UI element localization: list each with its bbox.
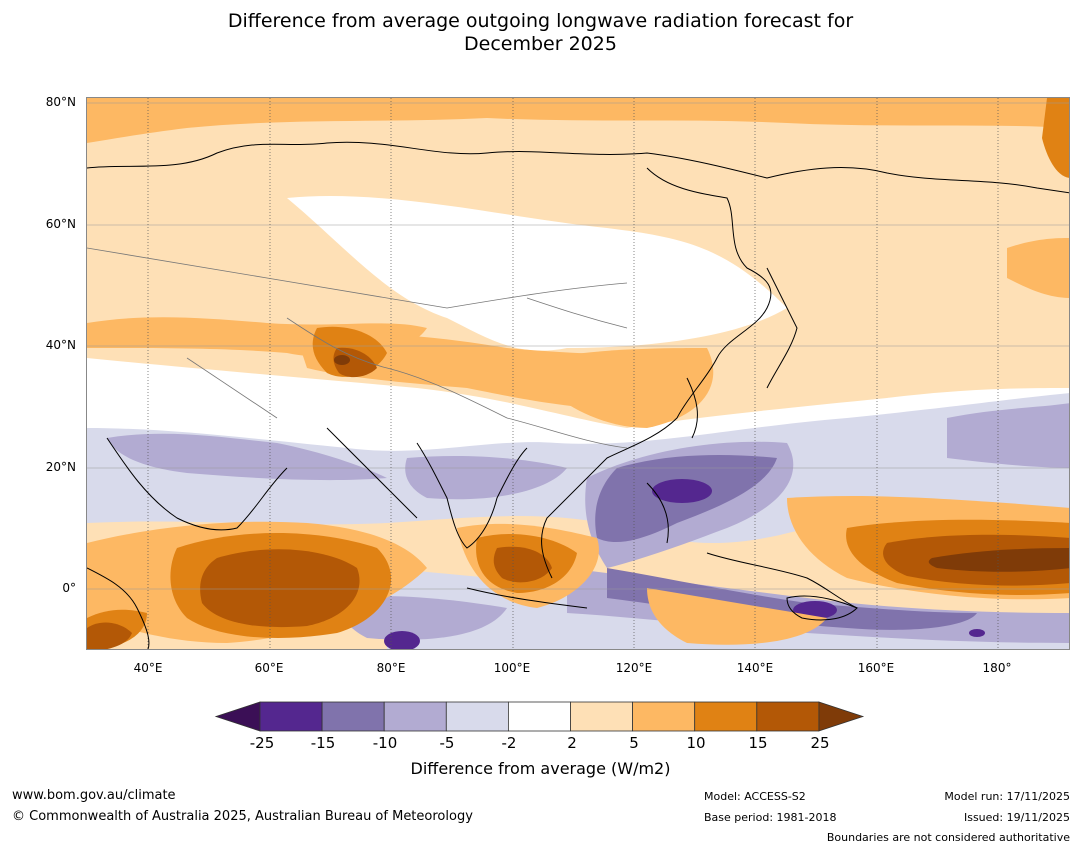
title-line-2: December 2025 (464, 33, 617, 55)
longitude-gridlines (147, 98, 999, 649)
lon-label-80e: 80°E (376, 661, 406, 675)
colorbar-tick: 10 (686, 734, 706, 752)
lon-label-100e: 100°E (493, 661, 531, 675)
colorbar-tick: 25 (810, 734, 830, 752)
country-borders (87, 247, 628, 449)
colorbar-cell (259, 701, 323, 732)
copyright-text: © Commonwealth of Australia 2025, Austra… (12, 809, 473, 824)
colorbar-cell (570, 701, 633, 732)
lon-label-60e: 60°E (254, 661, 284, 675)
coastlines (87, 141, 1069, 649)
latitude-gridlines (87, 102, 1069, 590)
colorbar-extend-low (214, 701, 261, 732)
title-line-1: Difference from average outgoing longwav… (227, 10, 854, 32)
website-link[interactable]: www.bom.gov.au/climate (12, 788, 176, 803)
lon-label-160e: 160°E (857, 661, 895, 675)
colorbar-tick: -15 (310, 734, 336, 752)
lon-label-120e: 120°E (615, 661, 653, 675)
lat-label-40n: 40°N (45, 338, 76, 352)
colorbar-cell (445, 701, 509, 732)
base-period-text: Base period: 1981-2018 (704, 811, 837, 824)
colorbar-cell (694, 701, 758, 732)
colorbar-tick: -10 (372, 734, 398, 752)
colorbar-tick: 5 (629, 734, 639, 752)
lon-label-180: 180° (982, 661, 1012, 675)
model-text: Model: ACCESS-S2 (704, 790, 806, 803)
issued-text: Issued: 19/11/2025 (963, 811, 1070, 824)
colorbar-tick: 2 (567, 734, 577, 752)
colorbar-cell (321, 701, 385, 732)
colorbar-label: Difference from average (W/m2) (410, 759, 671, 778)
disclaimer-text: Boundaries are not considered authoritat… (826, 831, 1070, 844)
extreme-negative-regions (384, 479, 985, 649)
lon-label-40e: 40°E (133, 661, 163, 675)
lat-label-0: 0° (62, 581, 76, 595)
map-svg (87, 98, 1069, 649)
colorbar-tick: -2 (501, 734, 517, 752)
chart-title: Difference from average outgoing longwav… (0, 10, 1081, 56)
colorbar-extend-high (818, 701, 865, 732)
lat-label-20n: 20°N (45, 460, 76, 474)
anomaly-map[interactable] (86, 97, 1070, 650)
colorbar (214, 701, 865, 732)
colorbar-cell (383, 701, 447, 732)
colorbar-tick: -5 (439, 734, 455, 752)
lat-label-80n: 80°N (45, 95, 76, 109)
colorbar-tick: -25 (249, 734, 275, 752)
model-run-text: Model run: 17/11/2025 (944, 790, 1070, 803)
lat-label-60n: 60°N (45, 217, 76, 231)
extreme-positive-regions (334, 355, 1069, 572)
colorbar-tick: 15 (748, 734, 768, 752)
colorbar-cell (756, 701, 820, 732)
lon-label-140e: 140°E (736, 661, 774, 675)
colorbar-cell (507, 701, 571, 732)
colorbar-cell (632, 701, 696, 732)
